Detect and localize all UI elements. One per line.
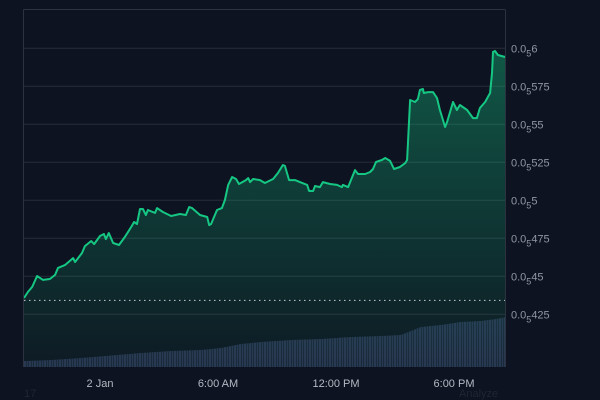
y-tick-label: 0.0545 [511, 271, 544, 286]
y-tick-label: 0.0555 [511, 119, 544, 134]
y-tick-label: 0.05425 [511, 309, 550, 324]
y-tick-label: 0.05525 [511, 157, 550, 172]
y-tick-label: 0.05575 [511, 81, 550, 96]
y-tick-label: 0.055 [511, 195, 537, 210]
x-tick-label: 2 Jan [87, 378, 114, 390]
analyze-link[interactable]: Analyze [459, 388, 499, 400]
price-area-fill [23, 51, 506, 367]
plot-frame [23, 9, 506, 367]
footer-left-text: 17 [24, 388, 37, 400]
price-line [23, 50, 506, 299]
y-tick-label: 0.05475 [511, 233, 550, 248]
x-axis-labels: 2 Jan 6:00 AM 12:00 PM 6:00 PM [87, 378, 475, 390]
x-tick-label: 6:00 AM [198, 378, 238, 390]
y-tick-label: 0.056 [511, 43, 537, 58]
x-tick-label: 6:00 PM [434, 378, 475, 390]
y-axis-labels: 0.056 0.05575 0.0555 0.05525 0.055 0.05475 0.0… [511, 43, 550, 324]
x-tick-label: 12:00 PM [312, 378, 359, 390]
